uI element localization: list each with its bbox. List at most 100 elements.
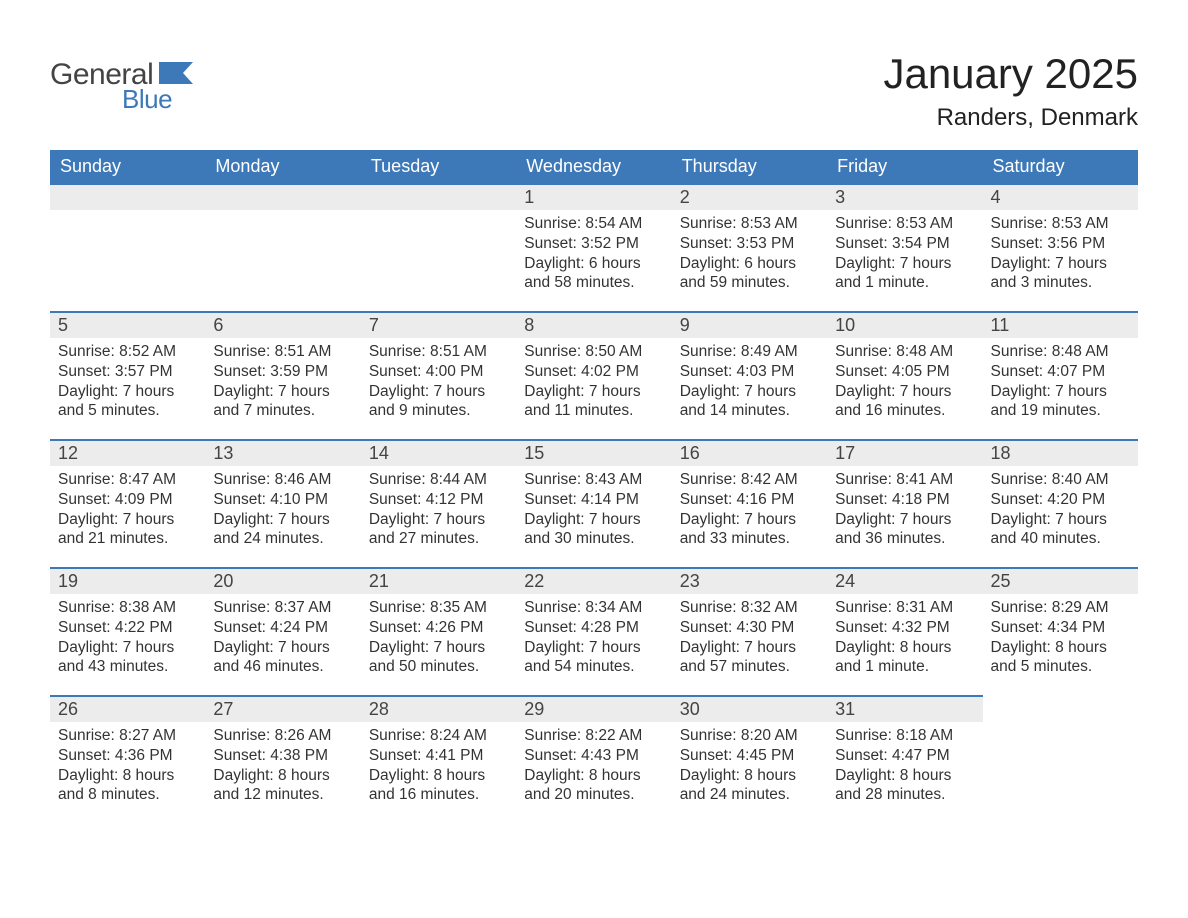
- calendar-table: Sunday Monday Tuesday Wednesday Thursday…: [50, 150, 1138, 823]
- day-daylight2: and 12 minutes.: [213, 785, 352, 805]
- day-content: Sunrise: 8:47 AMSunset: 4:09 PMDaylight:…: [50, 466, 205, 549]
- day-sunrise: Sunrise: 8:40 AM: [991, 470, 1130, 490]
- day-daylight1: Daylight: 7 hours: [369, 510, 508, 530]
- calendar-week-row: 5Sunrise: 8:52 AMSunset: 3:57 PMDaylight…: [50, 311, 1138, 439]
- day-sunrise: Sunrise: 8:42 AM: [680, 470, 819, 490]
- day-content: Sunrise: 8:32 AMSunset: 4:30 PMDaylight:…: [672, 594, 827, 677]
- day-daylight1: Daylight: 7 hours: [369, 382, 508, 402]
- day-sunset: Sunset: 4:43 PM: [524, 746, 663, 766]
- day-daylight2: and 50 minutes.: [369, 657, 508, 677]
- day-sunset: Sunset: 3:53 PM: [680, 234, 819, 254]
- day-sunset: Sunset: 3:59 PM: [213, 362, 352, 382]
- day-daylight2: and 16 minutes.: [369, 785, 508, 805]
- day-daylight1: Daylight: 8 hours: [680, 766, 819, 786]
- day-sunrise: Sunrise: 8:37 AM: [213, 598, 352, 618]
- day-number: 23: [672, 567, 827, 594]
- day-number: 29: [516, 695, 671, 722]
- calendar-day-cell: 21Sunrise: 8:35 AMSunset: 4:26 PMDayligh…: [361, 567, 516, 695]
- day-sunset: Sunset: 4:12 PM: [369, 490, 508, 510]
- day-number: 27: [205, 695, 360, 722]
- day-content: Sunrise: 8:53 AMSunset: 3:54 PMDaylight:…: [827, 210, 982, 293]
- day-daylight1: Daylight: 7 hours: [524, 510, 663, 530]
- day-number: 21: [361, 567, 516, 594]
- day-content: Sunrise: 8:48 AMSunset: 4:07 PMDaylight:…: [983, 338, 1138, 421]
- day-daylight1: Daylight: 7 hours: [524, 638, 663, 658]
- day-daylight1: Daylight: 6 hours: [524, 254, 663, 274]
- day-content: Sunrise: 8:52 AMSunset: 3:57 PMDaylight:…: [50, 338, 205, 421]
- weekday-header: Monday: [205, 150, 360, 183]
- calendar-day-cell: 20Sunrise: 8:37 AMSunset: 4:24 PMDayligh…: [205, 567, 360, 695]
- day-daylight1: Daylight: 7 hours: [991, 510, 1130, 530]
- calendar-day-cell: 18Sunrise: 8:40 AMSunset: 4:20 PMDayligh…: [983, 439, 1138, 567]
- day-daylight2: and 5 minutes.: [58, 401, 197, 421]
- calendar-day-cell: 19Sunrise: 8:38 AMSunset: 4:22 PMDayligh…: [50, 567, 205, 695]
- day-sunset: Sunset: 4:02 PM: [524, 362, 663, 382]
- day-sunset: Sunset: 4:45 PM: [680, 746, 819, 766]
- day-daylight1: Daylight: 7 hours: [524, 382, 663, 402]
- day-number: 22: [516, 567, 671, 594]
- weekday-header: Thursday: [672, 150, 827, 183]
- day-daylight2: and 5 minutes.: [991, 657, 1130, 677]
- day-sunrise: Sunrise: 8:20 AM: [680, 726, 819, 746]
- day-daylight2: and 27 minutes.: [369, 529, 508, 549]
- day-sunset: Sunset: 4:18 PM: [835, 490, 974, 510]
- logo-text-blue: Blue: [122, 84, 193, 115]
- day-number: 31: [827, 695, 982, 722]
- calendar-week-row: 26Sunrise: 8:27 AMSunset: 4:36 PMDayligh…: [50, 695, 1138, 823]
- day-sunset: Sunset: 4:22 PM: [58, 618, 197, 638]
- day-content: Sunrise: 8:26 AMSunset: 4:38 PMDaylight:…: [205, 722, 360, 805]
- day-sunrise: Sunrise: 8:51 AM: [213, 342, 352, 362]
- day-daylight1: Daylight: 7 hours: [213, 638, 352, 658]
- day-sunrise: Sunrise: 8:50 AM: [524, 342, 663, 362]
- day-daylight1: Daylight: 8 hours: [524, 766, 663, 786]
- calendar-week-row: 19Sunrise: 8:38 AMSunset: 4:22 PMDayligh…: [50, 567, 1138, 695]
- calendar-day-cell: 14Sunrise: 8:44 AMSunset: 4:12 PMDayligh…: [361, 439, 516, 567]
- day-content: Sunrise: 8:20 AMSunset: 4:45 PMDaylight:…: [672, 722, 827, 805]
- day-sunset: Sunset: 4:38 PM: [213, 746, 352, 766]
- day-daylight1: Daylight: 7 hours: [991, 254, 1130, 274]
- day-content: Sunrise: 8:49 AMSunset: 4:03 PMDaylight:…: [672, 338, 827, 421]
- day-number: 25: [983, 567, 1138, 594]
- day-daylight2: and 36 minutes.: [835, 529, 974, 549]
- calendar-day-cell: 25Sunrise: 8:29 AMSunset: 4:34 PMDayligh…: [983, 567, 1138, 695]
- logo-flag-icon: [159, 62, 193, 84]
- day-sunrise: Sunrise: 8:26 AM: [213, 726, 352, 746]
- day-number: 6: [205, 311, 360, 338]
- day-sunrise: Sunrise: 8:53 AM: [680, 214, 819, 234]
- day-daylight2: and 40 minutes.: [991, 529, 1130, 549]
- calendar-day-cell: 12Sunrise: 8:47 AMSunset: 4:09 PMDayligh…: [50, 439, 205, 567]
- day-sunrise: Sunrise: 8:31 AM: [835, 598, 974, 618]
- weekday-header: Saturday: [983, 150, 1138, 183]
- day-sunset: Sunset: 4:03 PM: [680, 362, 819, 382]
- day-number: 5: [50, 311, 205, 338]
- day-daylight1: Daylight: 7 hours: [680, 638, 819, 658]
- calendar-week-row: 12Sunrise: 8:47 AMSunset: 4:09 PMDayligh…: [50, 439, 1138, 567]
- calendar-day-cell: 26Sunrise: 8:27 AMSunset: 4:36 PMDayligh…: [50, 695, 205, 823]
- day-sunset: Sunset: 4:32 PM: [835, 618, 974, 638]
- calendar-day-cell: 31Sunrise: 8:18 AMSunset: 4:47 PMDayligh…: [827, 695, 982, 823]
- title-block: January 2025 Randers, Denmark: [883, 50, 1138, 132]
- day-content: Sunrise: 8:50 AMSunset: 4:02 PMDaylight:…: [516, 338, 671, 421]
- calendar-day-cell: 22Sunrise: 8:34 AMSunset: 4:28 PMDayligh…: [516, 567, 671, 695]
- day-daylight1: Daylight: 7 hours: [835, 382, 974, 402]
- calendar-day-cell: 17Sunrise: 8:41 AMSunset: 4:18 PMDayligh…: [827, 439, 982, 567]
- day-sunset: Sunset: 4:34 PM: [991, 618, 1130, 638]
- day-number: 8: [516, 311, 671, 338]
- calendar-day-cell: 16Sunrise: 8:42 AMSunset: 4:16 PMDayligh…: [672, 439, 827, 567]
- day-daylight1: Daylight: 7 hours: [835, 510, 974, 530]
- day-number: 4: [983, 183, 1138, 210]
- day-sunrise: Sunrise: 8:32 AM: [680, 598, 819, 618]
- day-sunset: Sunset: 4:14 PM: [524, 490, 663, 510]
- day-daylight1: Daylight: 8 hours: [58, 766, 197, 786]
- day-sunset: Sunset: 4:41 PM: [369, 746, 508, 766]
- calendar-day-cell: 23Sunrise: 8:32 AMSunset: 4:30 PMDayligh…: [672, 567, 827, 695]
- day-number: 17: [827, 439, 982, 466]
- day-sunset: Sunset: 4:26 PM: [369, 618, 508, 638]
- calendar-day-cell: 27Sunrise: 8:26 AMSunset: 4:38 PMDayligh…: [205, 695, 360, 823]
- day-sunset: Sunset: 3:57 PM: [58, 362, 197, 382]
- day-daylight2: and 59 minutes.: [680, 273, 819, 293]
- day-daylight2: and 19 minutes.: [991, 401, 1130, 421]
- day-daylight2: and 11 minutes.: [524, 401, 663, 421]
- calendar-day-cell: [983, 695, 1138, 823]
- day-number: 20: [205, 567, 360, 594]
